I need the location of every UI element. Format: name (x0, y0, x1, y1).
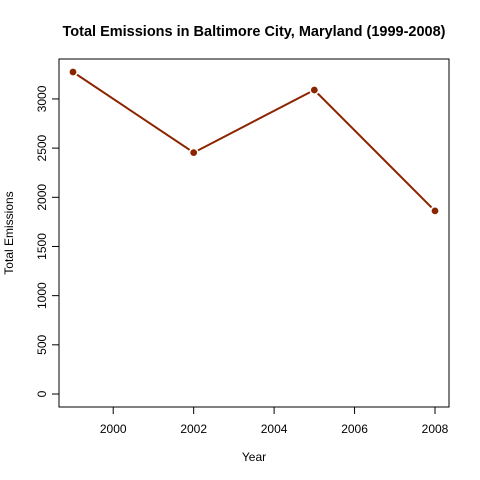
x-tick-label: 2004 (261, 422, 288, 436)
chart-title: Total Emissions in Baltimore City, Maryl… (62, 24, 445, 40)
x-axis: 2000 2002 2004 2006 2008 (100, 406, 449, 436)
y-tick-label: 0 (35, 390, 49, 397)
x-tick-label: 2002 (180, 422, 207, 436)
data-point (68, 67, 79, 78)
series-layer (68, 67, 440, 216)
x-tick-label: 2006 (341, 422, 368, 436)
x-tick-label: 2008 (422, 422, 449, 436)
plot-frame (58, 58, 450, 408)
data-point (188, 147, 199, 158)
y-axis-label: Total Emissions (2, 191, 16, 274)
y-tick-label: 3000 (35, 85, 49, 112)
y-axis: 0 500 1000 1500 2000 2500 3000 (35, 85, 60, 397)
series-line (72, 71, 436, 212)
y-tick-label: 2000 (35, 184, 49, 211)
y-tick-label: 1000 (35, 282, 49, 309)
y-tick-label: 2500 (35, 134, 49, 161)
x-axis-label: Year (242, 450, 266, 464)
y-tick-label: 500 (35, 334, 49, 354)
y-tick-label: 1500 (35, 233, 49, 260)
x-tick-label: 2000 (100, 422, 127, 436)
data-point (429, 205, 440, 216)
data-point (309, 84, 320, 95)
